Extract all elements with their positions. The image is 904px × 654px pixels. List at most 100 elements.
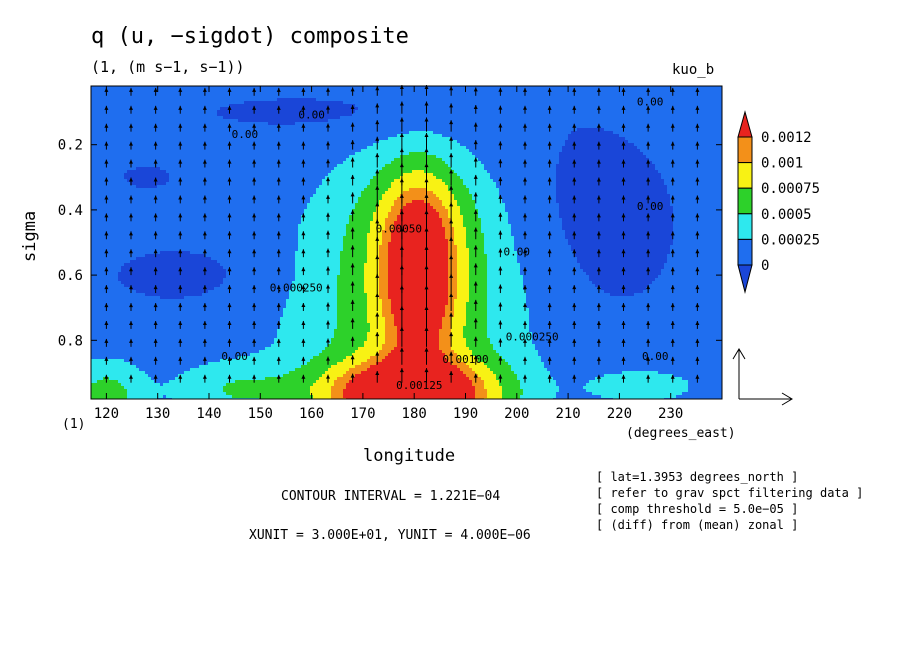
field-cell bbox=[118, 335, 122, 339]
field-cell bbox=[103, 143, 107, 147]
field-cell bbox=[106, 380, 110, 384]
field-cell bbox=[109, 149, 113, 153]
field-cell bbox=[160, 383, 164, 387]
field-cell bbox=[136, 140, 140, 144]
field-cell bbox=[220, 116, 224, 120]
field-cell bbox=[202, 209, 206, 213]
field-cell bbox=[163, 110, 167, 114]
field-cell bbox=[190, 242, 194, 246]
field-cell bbox=[226, 368, 230, 372]
field-cell bbox=[226, 329, 230, 333]
field-cell bbox=[97, 107, 101, 111]
field-cell bbox=[142, 224, 146, 228]
field-cell bbox=[196, 329, 200, 333]
field-cell bbox=[100, 221, 104, 225]
field-cell bbox=[214, 284, 218, 288]
field-cell bbox=[175, 302, 179, 306]
field-cell bbox=[94, 317, 98, 321]
field-cell bbox=[103, 395, 107, 399]
field-cell bbox=[211, 176, 215, 180]
field-cell bbox=[196, 344, 200, 348]
field-cell bbox=[133, 215, 137, 219]
field-cell bbox=[97, 137, 101, 141]
field-cell bbox=[151, 158, 155, 162]
field-cell bbox=[214, 293, 218, 297]
field-cell bbox=[91, 344, 95, 348]
field-cell bbox=[130, 314, 134, 318]
field-cell bbox=[145, 356, 149, 360]
field-cell bbox=[94, 98, 98, 102]
field-cell bbox=[112, 200, 116, 204]
field-cell bbox=[163, 170, 167, 174]
field-cell bbox=[145, 353, 149, 357]
field-cell bbox=[190, 293, 194, 297]
field-cell bbox=[103, 170, 107, 174]
field-cell bbox=[118, 233, 122, 237]
field-cell bbox=[187, 320, 191, 324]
field-cell bbox=[208, 383, 212, 387]
field-cell bbox=[178, 116, 182, 120]
field-cell bbox=[232, 230, 236, 234]
field-cell bbox=[121, 194, 125, 198]
field-cell bbox=[121, 272, 125, 276]
field-cell bbox=[106, 203, 110, 207]
field-cell bbox=[133, 200, 137, 204]
field-cell bbox=[190, 329, 194, 333]
field-cell bbox=[160, 374, 164, 378]
field-cell bbox=[226, 179, 230, 183]
field-cell bbox=[220, 389, 224, 393]
field-cell bbox=[160, 197, 164, 201]
field-cell bbox=[172, 92, 176, 96]
field-cell bbox=[199, 371, 203, 375]
field-cell bbox=[100, 287, 104, 291]
field-cell bbox=[157, 353, 161, 357]
field-cell bbox=[151, 206, 155, 210]
field-cell bbox=[223, 296, 227, 300]
field-cell bbox=[229, 389, 233, 393]
field-cell bbox=[226, 245, 230, 249]
field-cell bbox=[136, 353, 140, 357]
field-cell bbox=[133, 293, 137, 297]
field-cell bbox=[172, 212, 176, 216]
field-cell bbox=[172, 281, 176, 285]
field-cell bbox=[151, 368, 155, 372]
field-cell bbox=[172, 152, 176, 156]
field-cell bbox=[187, 371, 191, 375]
field-cell bbox=[196, 266, 200, 270]
field-cell bbox=[130, 227, 134, 231]
field-cell bbox=[106, 320, 110, 324]
field-cell bbox=[121, 344, 125, 348]
field-cell bbox=[163, 164, 167, 168]
field-cell bbox=[199, 296, 203, 300]
field-cell bbox=[157, 101, 161, 105]
field-cell bbox=[214, 281, 218, 285]
field-cell bbox=[205, 119, 209, 123]
field-cell bbox=[172, 320, 176, 324]
field-cell bbox=[97, 269, 101, 273]
field-cell bbox=[184, 122, 188, 126]
field-cell bbox=[163, 386, 167, 390]
field-cell bbox=[172, 293, 176, 297]
field-cell bbox=[151, 281, 155, 285]
field-cell bbox=[127, 86, 131, 90]
field-cell bbox=[124, 338, 128, 342]
field-cell bbox=[136, 218, 140, 222]
field-cell bbox=[106, 392, 110, 396]
field-cell bbox=[115, 197, 119, 201]
field-cell bbox=[226, 221, 230, 225]
field-cell bbox=[187, 362, 191, 366]
field-cell bbox=[112, 101, 116, 105]
field-cell bbox=[148, 302, 152, 306]
field-cell bbox=[100, 89, 104, 93]
field-cell bbox=[214, 263, 218, 267]
field-cell bbox=[229, 392, 233, 396]
field-cell bbox=[106, 98, 110, 102]
field-cell bbox=[103, 194, 107, 198]
field-cell bbox=[100, 122, 104, 126]
field-cell bbox=[91, 323, 95, 327]
field-cell bbox=[190, 236, 194, 240]
field-cell bbox=[100, 104, 104, 108]
field-cell bbox=[115, 221, 119, 225]
field-cell bbox=[205, 287, 209, 291]
field-cell bbox=[106, 293, 110, 297]
